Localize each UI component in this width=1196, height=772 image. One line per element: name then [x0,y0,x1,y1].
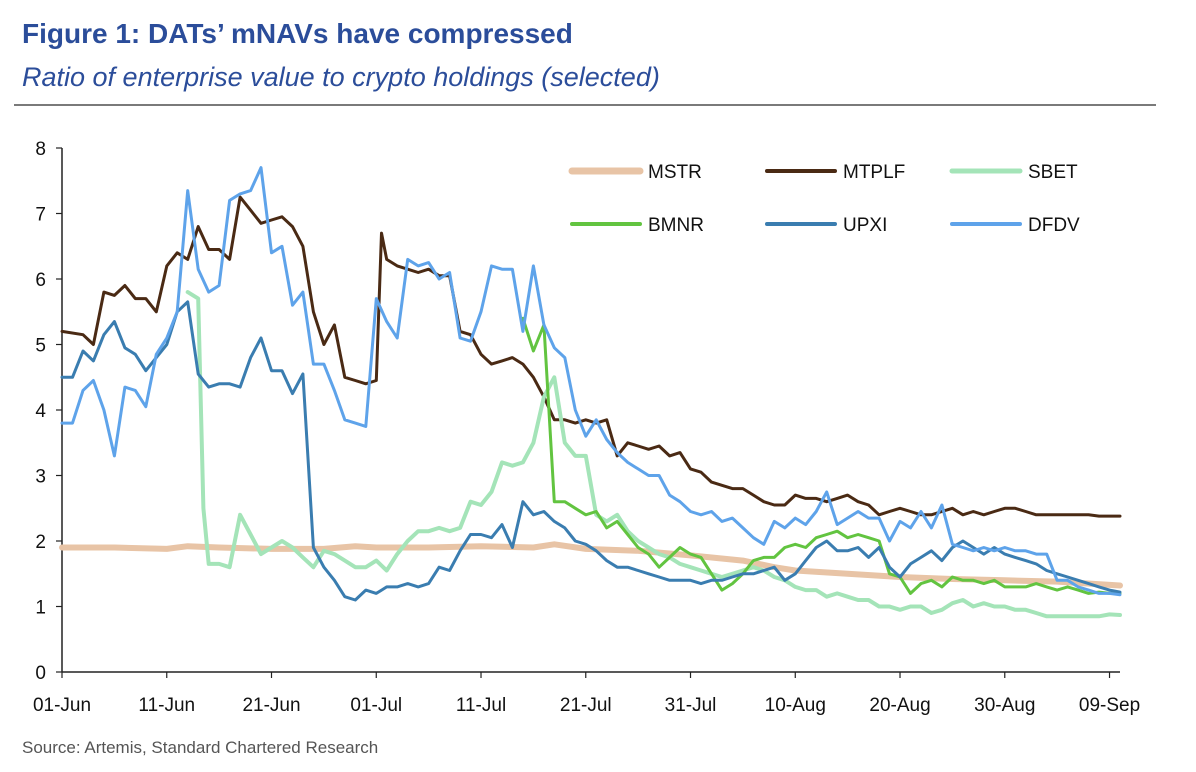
y-tick-label: 7 [35,205,46,226]
line-chart: 0 1 2 3 4 5 6 7 8 01-Jun 11-Jun 21-Jun 01-Jul 11-Jul 2… [33,139,1140,716]
x-tick-label: 01-Jun [33,695,91,716]
x-tick-label: 31-Jul [665,695,717,716]
y-tick-label: 5 [35,336,46,357]
legend-label-sbet: SBET [1028,162,1078,183]
legend-label-bmnr: BMNR [648,215,704,236]
x-tick-label: 21-Jul [560,695,612,716]
x-tick-label: 10-Aug [765,695,826,716]
chart-title: Figure 1: DATs’ mNAVs have compressed [22,18,573,49]
legend-label-mstr: MSTR [648,162,702,183]
x-tick-label: 30-Aug [974,695,1035,716]
legend-label-mtplf: MTPLF [843,162,905,183]
y-tick-label: 3 [35,467,46,488]
x-tick-label: 11-Jun [138,695,195,716]
y-tick-label: 2 [35,532,46,553]
x-tick-label: 20-Aug [869,695,930,716]
source-note: Source: Artemis, Standard Chartered Rese… [22,738,379,757]
series-line-mtplf [60,195,1122,518]
legend: MSTR MTPLF SBET BMNR UPXI DFDV [568,162,1080,236]
y-tick-label: 0 [35,663,46,684]
legend-label-dfdv: DFDV [1028,215,1080,236]
x-tick-label: 01-Jul [350,695,402,716]
series-line-upxi [60,300,1122,602]
axes: 0 1 2 3 4 5 6 7 8 01-Jun 11-Jun 21-Jun 01-Jul 11-Jul 2… [33,139,1140,716]
series-line-sbet [185,290,1122,619]
series-line-bmnr [521,316,1122,595]
x-tick-label: 21-Jun [242,695,300,716]
y-tick-label: 8 [35,139,46,160]
y-tick-label: 1 [35,598,46,619]
series-lines [59,166,1123,619]
legend-label-upxi: UPXI [843,215,887,236]
x-tick-label: 09-Sep [1079,695,1140,716]
x-tick-label: 11-Jul [456,695,506,716]
y-tick-label: 6 [35,270,46,291]
chart-subtitle: Ratio of enterprise value to crypto hold… [22,62,660,92]
series-line-dfdv [60,166,1122,597]
y-tick-label: 4 [35,401,46,422]
title-divider [14,104,1156,106]
